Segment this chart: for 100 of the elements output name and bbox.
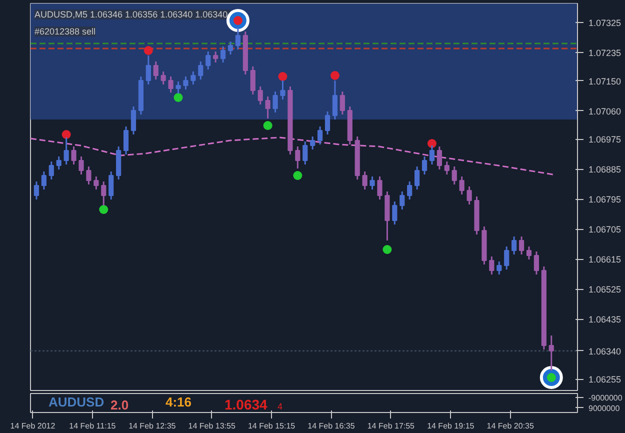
candlestick: [459, 176, 464, 196]
x-tick-label: 14 Feb 17:55: [367, 422, 416, 430]
candlestick: [452, 166, 457, 186]
candlestick: [324, 110, 330, 136]
candlestick: [56, 156, 62, 170]
text: 4:16: [166, 394, 192, 410]
x-tick-label: 14 Feb 2012: [10, 422, 56, 430]
text: 2.0: [110, 398, 129, 412]
y-tick-label: 1.06435: [588, 314, 622, 325]
y-tick-label: 1.06340: [588, 346, 622, 356]
text: 1.0634: [224, 396, 268, 412]
candlestick: [183, 76, 188, 90]
x-tick-label: 14 Feb 11:15: [69, 422, 116, 430]
y-tick-label: 1.07150: [588, 76, 622, 86]
candlestick: [168, 76, 174, 94]
candlestick: [414, 166, 420, 190]
candlestick: [94, 176, 99, 190]
candlestick: [41, 170, 46, 190]
y-tick-label: 1.06795: [588, 194, 622, 205]
candlestick: [258, 86, 263, 106]
candlestick: [78, 156, 84, 176]
point: [144, 46, 153, 55]
candlestick: [176, 80, 181, 94]
text: 9000000: [588, 404, 620, 413]
candlestick: [235, 26, 241, 50]
y-tick-label: 1.07235: [588, 48, 622, 58]
candlestick: [206, 50, 211, 70]
candlestick: [198, 60, 204, 80]
candlestick: [130, 106, 136, 136]
candlestick: [370, 176, 375, 190]
candlestick: [548, 334, 554, 372]
candlestick: [153, 60, 158, 80]
candlestick: [101, 180, 106, 206]
text: AUDUSD,M5 1.06346 1.06356 1.06340 1.06340: [34, 10, 228, 20]
y-tick-label: 1.07060: [588, 106, 622, 116]
candlestick: [317, 126, 323, 146]
candlestick: [220, 46, 226, 64]
y-tick-label: 1.06255: [588, 374, 622, 385]
candlestick: [534, 250, 540, 276]
candlestick: [302, 140, 308, 166]
point: [293, 171, 302, 180]
x-tick-label: 14 Feb 15:15: [248, 422, 296, 430]
candlestick: [512, 236, 517, 256]
y-tick-label: 1.06525: [588, 284, 622, 295]
candlestick: [280, 80, 286, 100]
line-series: [30, 136, 554, 176]
candlestick: [332, 80, 338, 120]
point: [330, 71, 340, 80]
text: 4: [278, 402, 283, 412]
candlestick: [265, 96, 270, 120]
x-tick-label: 14 Feb 19:15: [427, 422, 475, 430]
y-tick-label: 1.06615: [588, 254, 622, 265]
y-tick-label: 1.06705: [588, 224, 622, 235]
candlestick: [392, 200, 398, 226]
point: [278, 72, 288, 81]
candlestick: [504, 246, 510, 270]
candlestick: [407, 180, 412, 200]
y-tick-label: 1.06975: [588, 134, 622, 145]
candlestick: [436, 146, 442, 170]
candlestick: [466, 186, 472, 206]
x-tick-label: 14 Feb 16:35: [308, 422, 356, 430]
point: [99, 205, 108, 214]
candlestick: [422, 156, 428, 176]
candlestick: [489, 256, 494, 276]
candlestick: [190, 70, 196, 86]
candlestick: [362, 170, 368, 190]
point: [263, 121, 272, 130]
y-tick-label: 1.06885: [588, 164, 622, 175]
x-tick-label: 14 Feb 13:55: [188, 422, 236, 430]
point: [62, 130, 71, 139]
candlestick: [146, 54, 151, 86]
candlestick: [123, 126, 129, 156]
candlestick: [160, 70, 166, 86]
candlestick: [444, 160, 450, 176]
candlestick: [340, 90, 345, 116]
candlestick: [526, 246, 532, 260]
candlestick: [71, 146, 76, 166]
x-tick-label: 14 Feb 12:35: [128, 422, 176, 430]
point: [427, 139, 436, 148]
candlestick: [272, 90, 278, 114]
candlestick: [310, 136, 316, 150]
point: [174, 93, 183, 102]
candlestick: [64, 136, 69, 166]
candlestick: [213, 50, 218, 64]
candlestick: [86, 166, 92, 186]
text: -9000000: [588, 393, 623, 402]
candlestick: [34, 180, 40, 200]
candlestick: [108, 170, 114, 200]
candlestick: [228, 40, 234, 56]
candlestick: [377, 176, 382, 200]
candlestick: [250, 66, 256, 96]
text: AUDUSD: [48, 394, 104, 410]
candlestick: [518, 236, 524, 256]
x-tick-label: 14 Feb 20:35: [486, 422, 534, 430]
candlestick: [400, 190, 405, 210]
candlestick: [496, 260, 502, 276]
candlestick: [295, 146, 300, 170]
y-tick-label: 1.07325: [588, 18, 622, 28]
candlestick: [48, 160, 54, 180]
point: [382, 245, 392, 254]
